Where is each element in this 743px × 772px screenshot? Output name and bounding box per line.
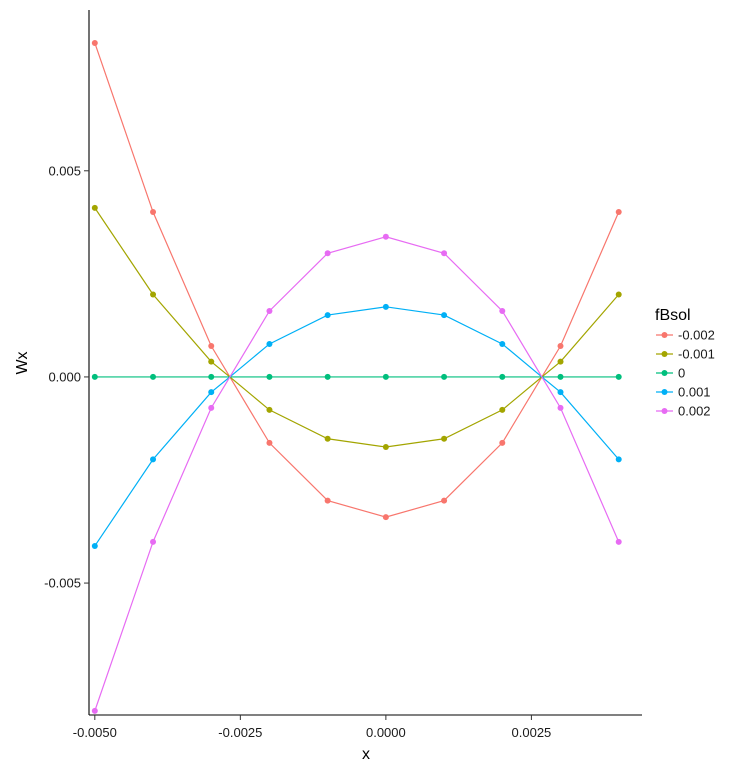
data-point (557, 404, 564, 411)
legend-label: -0.002 (678, 328, 715, 343)
series-layer (91, 39, 622, 714)
y-ticks: -0.005 0.000 0.005 (44, 163, 89, 591)
x-ticks: -0.0050 -0.0025 0.0000 0.0025 (73, 715, 552, 740)
data-point (324, 312, 331, 319)
data-point (615, 456, 622, 463)
data-point (557, 343, 564, 350)
data-point (615, 538, 622, 545)
legend-key-point (661, 408, 668, 414)
legend-item-0_002: 0.002 (656, 404, 711, 419)
data-point (441, 435, 448, 442)
data-point (266, 439, 273, 446)
y-tick-label: 0.005 (48, 163, 81, 178)
data-point (499, 406, 506, 413)
data-point (266, 340, 273, 347)
legend-title: fBsol (655, 307, 691, 324)
data-point (208, 389, 215, 396)
data-point (150, 456, 157, 463)
y-axis-title: Wx (14, 351, 31, 374)
data-point (499, 307, 506, 314)
series-_0_001 (91, 204, 622, 451)
data-point (91, 707, 98, 714)
data-point (441, 373, 448, 380)
data-point (208, 358, 215, 365)
series-0_001 (91, 303, 622, 549)
data-point (557, 358, 564, 365)
x-tick-label: -0.0025 (218, 725, 262, 740)
data-point (441, 312, 448, 319)
legend-items: -0.002 -0.001 0 0.001 0.002 (656, 328, 715, 419)
data-point (557, 389, 564, 396)
data-point (324, 497, 331, 504)
legend-item-_0_002: -0.002 (656, 328, 715, 343)
series-0_002 (91, 233, 622, 714)
legend-key-point (661, 351, 668, 357)
data-point (382, 373, 389, 380)
data-point (208, 404, 215, 411)
data-point (266, 373, 273, 380)
data-point (324, 435, 331, 442)
data-point (382, 233, 389, 240)
legend-label: 0 (678, 366, 685, 381)
legend-key-point (661, 332, 668, 338)
legend-label: -0.001 (678, 347, 715, 362)
data-point (208, 343, 215, 350)
data-point (150, 291, 157, 298)
x-axis-title: x (362, 746, 370, 763)
data-point (324, 373, 331, 380)
series-line (94, 42, 620, 518)
data-point (499, 340, 506, 347)
legend-item-0_001: 0.001 (656, 385, 711, 400)
data-point (91, 204, 98, 211)
series-line (94, 306, 620, 547)
x-tick-label: -0.0050 (73, 725, 117, 740)
series-line (94, 236, 620, 712)
data-point (499, 439, 506, 446)
legend-key-point (661, 370, 668, 376)
data-point (382, 514, 389, 521)
legend: fBsol -0.002 -0.001 0 0.001 0.002 (655, 307, 715, 419)
legend-item-0: 0 (656, 366, 685, 381)
series-line (94, 207, 620, 448)
data-point (441, 250, 448, 257)
legend-key-point (661, 389, 668, 395)
data-point (615, 209, 622, 216)
data-point (266, 406, 273, 413)
data-point (266, 307, 273, 314)
data-point (382, 303, 389, 310)
data-point (324, 250, 331, 257)
data-point (150, 209, 157, 216)
axes-layer (88, 10, 642, 716)
data-point (615, 291, 622, 298)
y-tick-label: 0.000 (48, 369, 81, 384)
data-point (441, 497, 448, 504)
data-point (91, 373, 98, 380)
x-tick-label: 0.0025 (512, 725, 552, 740)
series-_0_002 (91, 39, 622, 521)
data-point (91, 542, 98, 549)
legend-item-_0_001: -0.001 (656, 347, 715, 362)
data-point (382, 444, 389, 451)
data-point (499, 373, 506, 380)
data-point (615, 373, 622, 380)
legend-label: 0.001 (678, 385, 711, 400)
data-point (150, 373, 157, 380)
data-point (557, 373, 564, 380)
x-tick-label: 0.0000 (366, 725, 406, 740)
y-tick-label: -0.005 (44, 576, 81, 591)
data-point (91, 39, 98, 46)
legend-label: 0.002 (678, 404, 711, 419)
series-0 (91, 373, 622, 380)
data-point (150, 538, 157, 545)
data-point (208, 373, 215, 380)
